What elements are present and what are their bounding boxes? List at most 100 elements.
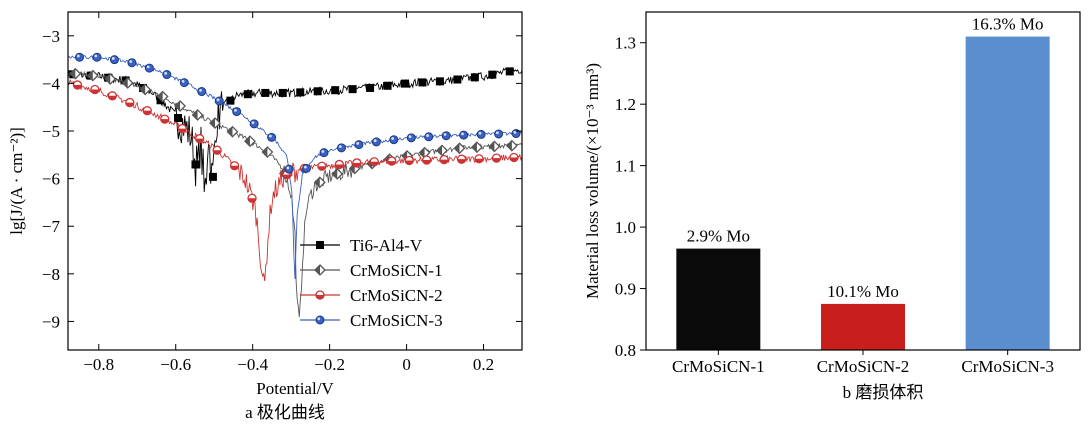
polarization-marker-shine [443, 133, 447, 136]
wear-y-tick-label: 1.1 [615, 157, 636, 176]
polarization-caption: a 极化曲线 [245, 403, 325, 422]
polarization-marker-half [492, 158, 501, 163]
polarization-marker [179, 78, 189, 88]
polarization-marker [261, 88, 270, 97]
wear-bar-data-label: 16.3% Mo [972, 15, 1044, 34]
polarization-marker [401, 79, 410, 88]
polarization-marker [494, 129, 504, 139]
polarization-marker-half [90, 89, 99, 94]
polarization-marker [191, 160, 200, 169]
polarization-marker [459, 130, 469, 140]
polarization-marker-shine [496, 131, 499, 135]
polarization-x-axis-label: Potential/V [256, 379, 334, 398]
polarization-marker [313, 87, 322, 96]
polarization-marker-half [140, 84, 146, 95]
wear-x-tick-label: CrMoSiCN-3 [961, 357, 1054, 376]
polarization-x-tick-label: −0.2 [314, 355, 345, 374]
polarization-marker-shine [94, 54, 98, 58]
polarization-marker-half [405, 160, 414, 165]
polarization-marker-half [248, 198, 257, 203]
polarization-x-tick-label: −0.8 [83, 355, 114, 374]
polarization-y-tick-label: −4 [42, 74, 61, 93]
polarization-marker-shine [251, 121, 255, 125]
polarization-marker-shine [426, 134, 429, 137]
polarization-marker-shine [199, 88, 202, 92]
polarization-marker-half [230, 165, 239, 170]
polarization-marker [284, 164, 294, 174]
polarization-marker [354, 140, 364, 150]
polarization-marker-half [387, 161, 396, 166]
polarization-marker [336, 143, 346, 153]
wear-bar-data-label: 10.1% Mo [827, 282, 899, 301]
legend-label: Ti6-Al4-V [350, 236, 423, 255]
polarization-marker [214, 96, 224, 106]
polarization-marker-shine [76, 54, 80, 58]
polarization-marker-half [213, 150, 222, 155]
polarization-marker-shine [146, 65, 150, 69]
polarization-marker [505, 67, 514, 76]
polarization-marker [197, 87, 207, 97]
polarization-marker-half [178, 128, 187, 133]
polarization-y-tick-label: −3 [42, 27, 60, 46]
wear-x-tick-label: CrMoSiCN-1 [672, 357, 765, 376]
polarization-marker-half [332, 168, 338, 179]
polarization-series-4 [68, 52, 522, 280]
wear-y-axis-label: Material loss volume/(×10⁻³ mm³) [583, 63, 602, 299]
wear-bar [821, 303, 905, 350]
polarization-marker [435, 77, 444, 86]
polarization-marker-half [437, 145, 443, 156]
polarization-y-axis: −3 −4 −5 −6 −7 −8 −9 [42, 27, 522, 331]
polarization-marker [232, 107, 242, 117]
wear-x-axis: CrMoSiCN-1 CrMoSiCN-2 CrMoSiCN-3 [672, 350, 1054, 376]
polarization-marker-half [489, 141, 495, 152]
wear-bar-data-label: 2.9% Mo [687, 227, 750, 246]
polarization-marker-half [262, 147, 268, 158]
polarization-marker-half [475, 158, 484, 163]
polarization-marker-shine [321, 150, 325, 153]
legend-marker-shine [317, 317, 321, 321]
polarization-marker-half [210, 118, 216, 129]
polarization-marker [476, 129, 486, 139]
polarization-marker [348, 85, 357, 94]
polarization-marker-half [125, 102, 134, 107]
polarization-marker [226, 96, 235, 105]
legend-label: CrMoSiCN-1 [350, 261, 443, 280]
polarization-marker-shine [478, 131, 482, 135]
polarization-y-tick-label: −6 [42, 170, 60, 189]
polarization-x-tick-label: 0 [402, 355, 411, 374]
polarization-line [68, 67, 522, 193]
polarization-marker [109, 55, 119, 65]
polarization-marker-shine [129, 60, 133, 63]
polarization-y-tick-label: −7 [42, 217, 61, 236]
wear-bar [965, 36, 1050, 350]
wear-y-axis: 0.8 0.9 1.0 1.1 1.2 1.3 [615, 34, 646, 360]
polarization-marker [208, 172, 217, 181]
polarization-marker [243, 90, 252, 99]
polarization-marker-half [143, 110, 152, 115]
polarization-y-tick-label: −9 [42, 312, 60, 331]
polarization-marker-shine [216, 98, 220, 102]
polarization-marker-shine [356, 142, 360, 145]
legend-label: CrMoSiCN-2 [350, 286, 443, 305]
polarization-plot-frame [67, 11, 523, 351]
polarization-marker-shine [408, 135, 412, 139]
polarization-x-tick-label: 0.2 [473, 355, 494, 374]
polarization-x-axis: −0.8 −0.6 −0.4 −0.2 0 0.2 [83, 12, 494, 374]
polarization-marker-half [227, 126, 233, 137]
polarization-line [68, 70, 522, 318]
polarization-marker-half [244, 136, 250, 147]
polarization-chart: −0.8 −0.6 −0.4 −0.2 0 0.2 −3 −4 −5 −6 −7 −8 −9 Pote… [7, 11, 523, 422]
legend-marker-half [316, 295, 324, 299]
polarization-marker [389, 135, 399, 145]
polarization-marker [162, 70, 172, 80]
polarization-marker-shine [181, 80, 185, 83]
polarization-marker-shine [111, 57, 115, 60]
wear-y-tick-label: 0.8 [615, 341, 636, 360]
polarization-marker-half [509, 157, 518, 162]
wear-bars-layer: 2.9% Mo 10.1% Mo 16.3% Mo [676, 15, 1050, 350]
polarization-marker [383, 81, 392, 90]
polarization-marker [249, 119, 259, 129]
polarization-marker-half [108, 95, 117, 100]
